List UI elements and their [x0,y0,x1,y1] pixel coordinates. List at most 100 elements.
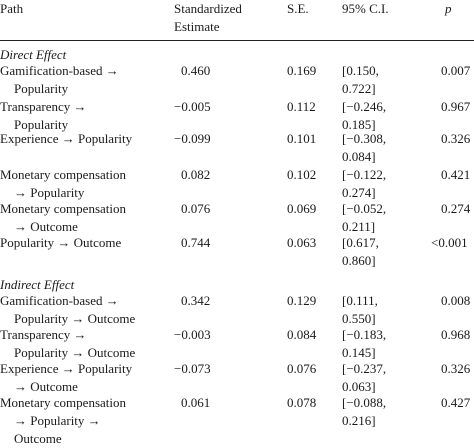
table-cell-se: 0.084 [287,327,317,342]
table-row-path: Popularity → Outcome [0,234,121,252]
table-cell-p: 0.427 [441,395,471,410]
table-cell-estimate: 0.744 [181,235,211,250]
ci-line: [−0.237, [342,361,387,376]
header-p: p [445,1,452,16]
table-row-path: Gamification-based → Popularity → Outcom… [0,292,135,328]
path-line: Monetary compensation [0,201,126,216]
header-estimate-line2: Estimate [174,19,220,34]
ci-line: [0.150, [342,63,379,78]
ci-line: 0.063] [342,379,376,394]
table-cell-se: 0.069 [287,201,317,216]
table-cell-p: 0.326 [441,131,471,146]
header-path: Path [0,1,24,16]
table-cell-ci: [−0.088, 0.216] [342,394,386,430]
table-cell-ci: [0.150, 0.722] [342,62,379,98]
table-cell-ci: [0.617, 0.860] [342,234,379,270]
ci-line: [−0.308, [342,131,387,146]
path-line: Experience → Popularity [0,361,133,376]
ci-line: 0.211] [342,219,376,234]
table-cell-se: 0.129 [287,293,317,308]
table-cell-se: 0.169 [287,63,317,78]
table-cell-estimate: 0.460 [181,63,211,78]
ci-line: 0.145] [342,345,376,360]
path-line: → Outcome [14,379,78,394]
table-cell-se: 0.063 [287,235,317,250]
table-cell-estimate: −0.099 [174,131,211,146]
table-cell-estimate: 0.082 [181,167,211,182]
table-cell-p: <0.001 [431,235,468,250]
table-row-path: Gamification-based → Popularity [0,62,119,98]
ci-line: [0.111, [342,293,378,308]
table-cell-estimate: 0.076 [181,201,211,216]
path-line: Popularity → Outcome [14,345,136,360]
table-cell-p: 0.421 [441,167,471,182]
section-title-indirect: Indirect Effect [0,277,75,292]
header-estimate-line1: Standardized [174,1,242,16]
path-line: Popularity [14,117,69,132]
path-line: Transparency → [0,99,87,114]
table-row-path: Monetary compensation → Popularity → Out… [0,394,126,448]
section-title-direct: Direct Effect [0,47,67,62]
table-cell-p: 0.326 [441,361,471,376]
table-row-path: Monetary compensation → Popularity [0,166,126,202]
path-line: Experience → Popularity [0,131,133,146]
ci-line: 0.216] [342,413,376,428]
table-cell-se: 0.102 [287,167,317,182]
path-line: Gamification-based → [0,293,119,308]
table-row-path: Experience → Popularity [0,130,132,148]
table-row-path: Monetary compensation → Outcome [0,200,126,236]
ci-line: 0.860] [342,253,376,268]
table-row-path: Transparency → Popularity [0,98,87,134]
path-line: Popularity → Outcome [0,235,122,250]
table-cell-ci: [−0.183, 0.145] [342,326,386,362]
table-cell-ci: [−0.246, 0.185] [342,98,386,134]
ci-line: 0.274] [342,185,376,200]
path-line: → Popularity [14,185,85,200]
table-cell-estimate: −0.003 [174,327,211,342]
ci-line: [−0.246, [342,99,387,114]
header-estimate: Standardized Estimate [174,0,242,36]
table-cell-p: 0.274 [441,201,471,216]
path-line: Transparency → [0,327,87,342]
ci-line: [−0.052, [342,201,387,216]
table-cell-ci: [−0.308, 0.084] [342,130,386,166]
table-row-path: Experience → Popularity → Outcome [0,360,132,396]
path-line: Monetary compensation [0,167,126,182]
table-cell-ci: [−0.052, 0.211] [342,200,386,236]
table-cell-se: 0.078 [287,395,317,410]
ci-line: [−0.183, [342,327,387,342]
header-se: S.E. [287,1,309,16]
table-cell-ci: [−0.237, 0.063] [342,360,386,396]
table-cell-se: 0.101 [287,131,317,146]
ci-line: 0.084] [342,149,376,164]
path-line: Outcome [14,431,62,446]
table-cell-se: 0.076 [287,361,317,376]
table-cell-estimate: −0.073 [174,361,211,376]
table-cell-ci: [0.111, 0.550] [342,292,378,328]
ci-line: [0.617, [342,235,379,250]
ci-line: 0.185] [342,117,376,132]
ci-line: [−0.122, [342,167,387,182]
table-cell-p: 0.008 [441,293,471,308]
table-cell-estimate: 0.342 [181,293,211,308]
table-cell-p: 0.007 [441,63,471,78]
table-cell-estimate: −0.005 [174,99,211,114]
path-line: → Outcome [14,219,78,234]
table-cell-p: 0.968 [441,327,471,342]
table-cell-ci: [−0.122, 0.274] [342,166,386,202]
table-cell-estimate: 0.061 [181,395,211,410]
path-line: Popularity [14,81,69,96]
ci-line: [−0.088, [342,395,387,410]
path-line: → Popularity → [14,413,101,428]
path-line: Gamification-based → [0,63,119,78]
header-ci: 95% C.I. [342,1,389,16]
path-line: Monetary compensation [0,395,126,410]
ci-line: 0.722] [342,81,376,96]
table-cell-se: 0.112 [287,99,316,114]
header-rule [0,40,474,41]
path-line: Popularity → Outcome [14,311,136,326]
table-row-path: Transparency → Popularity → Outcome [0,326,135,362]
ci-line: 0.550] [342,311,376,326]
table-cell-p: 0.967 [441,99,471,114]
